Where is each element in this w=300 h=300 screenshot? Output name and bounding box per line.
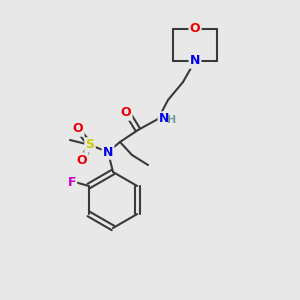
Text: N: N [159,112,169,125]
Text: H: H [167,115,177,125]
Text: O: O [73,122,83,136]
Text: N: N [190,55,200,68]
Text: O: O [190,22,200,35]
Text: F: F [68,176,76,188]
Text: O: O [77,154,87,166]
Text: N: N [103,146,113,158]
Text: S: S [85,139,94,152]
Text: O: O [121,106,131,119]
